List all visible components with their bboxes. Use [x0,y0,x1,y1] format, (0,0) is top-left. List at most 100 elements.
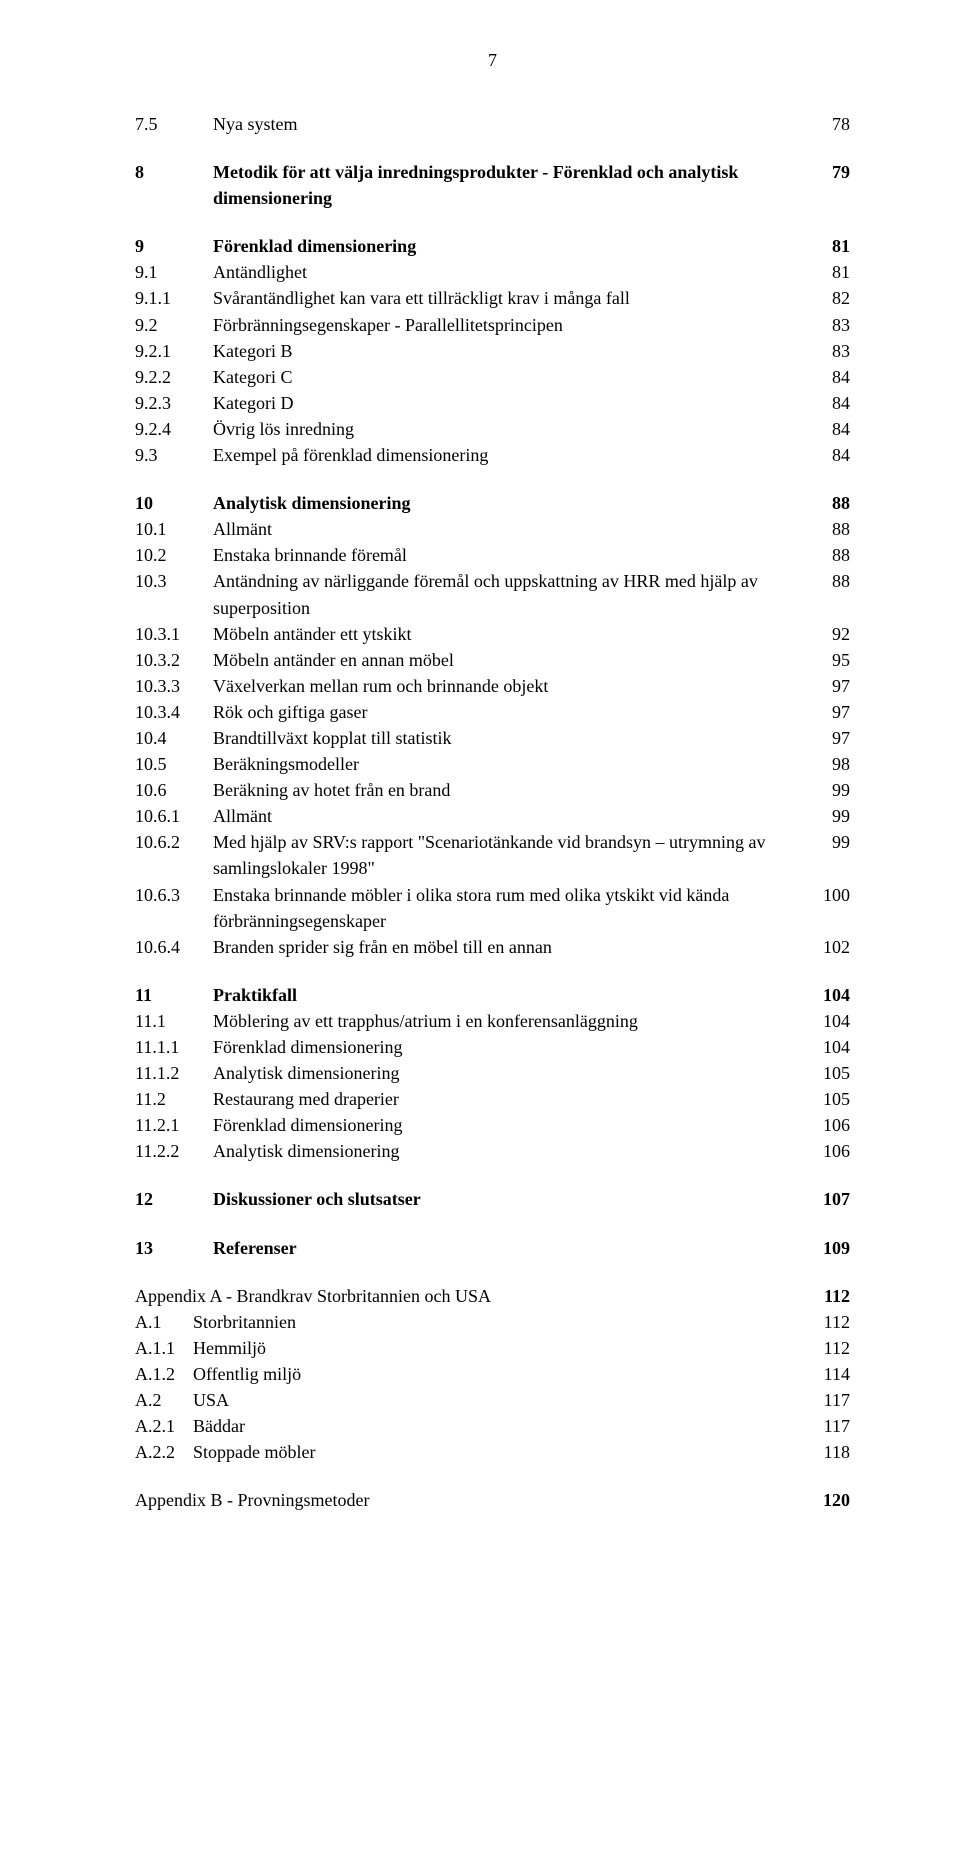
toc-number: 10.3.1 [135,621,213,647]
toc-page: 92 [810,621,850,647]
toc-title: Appendix A - Brandkrav Storbritannien oc… [135,1283,810,1309]
toc-title: Hemmiljö [193,1335,810,1361]
toc-number: A.2 [135,1387,193,1413]
toc-page: 98 [810,751,850,777]
toc-row: 13Referenser109 [135,1235,850,1261]
toc-row: 9.2Förbränningsegenskaper - Parallellite… [135,312,850,338]
toc-row: A.2.2Stoppade möbler118 [135,1439,850,1465]
toc-page: 112 [810,1309,850,1335]
toc-row: 11.2.1Förenklad dimensionering106 [135,1112,850,1138]
toc-title: Diskussioner och slutsatser [213,1186,810,1212]
toc-row: A.2.1Bäddar117 [135,1413,850,1439]
toc-page: 112 [810,1283,850,1309]
toc-row: 12Diskussioner och slutsatser107 [135,1186,850,1212]
toc-page: 88 [810,490,850,516]
toc-number: A.1 [135,1309,193,1335]
toc-page: 114 [810,1361,850,1387]
toc-row: A.1.2Offentlig miljö114 [135,1361,850,1387]
toc-number: 9.2 [135,312,213,338]
toc-title: Brandtillväxt kopplat till statistik [213,725,810,751]
toc-title: Analytisk dimensionering [213,1138,810,1164]
toc-page: 117 [810,1413,850,1439]
toc-title: Möbeln antänder en annan möbel [213,647,810,673]
toc-number: 11.1.1 [135,1034,213,1060]
toc-number: 9.2.4 [135,416,213,442]
toc-page: 104 [810,1008,850,1034]
toc-title: Branden sprider sig från en möbel till e… [213,934,810,960]
toc-page: 83 [810,338,850,364]
toc-row: 9.3Exempel på förenklad dimensionering84 [135,442,850,468]
toc-row: 10.4Brandtillväxt kopplat till statistik… [135,725,850,751]
toc-page: 82 [810,285,850,311]
toc-number: 7.5 [135,111,213,137]
toc-title: Svårantändlighet kan vara ett tillräckli… [213,285,810,311]
toc-number: 12 [135,1186,213,1212]
toc-page: 88 [810,568,850,594]
toc-row: 10.6Beräkning av hotet från en brand99 [135,777,850,803]
toc-row: A.1Storbritannien112 [135,1309,850,1335]
toc-title: Kategori D [213,390,810,416]
toc-row: 9.2.1Kategori B83 [135,338,850,364]
toc-title: Referenser [213,1235,810,1261]
toc-row: 11Praktikfall104 [135,982,850,1008]
toc-page: 84 [810,416,850,442]
toc-row: 9.2.2Kategori C84 [135,364,850,390]
toc-number: A.2.2 [135,1439,193,1465]
toc-page: 78 [810,111,850,137]
toc-number: 10.3.2 [135,647,213,673]
toc-number: 9.2.2 [135,364,213,390]
toc-title: Beräkningsmodeller [213,751,810,777]
toc-page: 105 [810,1060,850,1086]
toc-row: 10.5Beräkningsmodeller98 [135,751,850,777]
toc-number: 10.6.1 [135,803,213,829]
toc-page: 105 [810,1086,850,1112]
toc-title: Förbränningsegenskaper - Parallellitetsp… [213,312,810,338]
toc-row: 10.2Enstaka brinnande föremål88 [135,542,850,568]
toc-row: 11.2.2Analytisk dimensionering106 [135,1138,850,1164]
toc-number: 9.2.1 [135,338,213,364]
toc-number: 10.3.3 [135,673,213,699]
toc-title: Analytisk dimensionering [213,490,810,516]
toc-row: 9.2.3Kategori D84 [135,390,850,416]
toc-number: 9.1 [135,259,213,285]
toc-title: Förenklad dimensionering [213,233,810,259]
toc-number: A.1.1 [135,1335,193,1361]
toc-number: 10.6.2 [135,829,213,855]
toc-title: Enstaka brinnande föremål [213,542,810,568]
toc-title: Allmänt [213,803,810,829]
toc-title: Övrig lös inredning [213,416,810,442]
toc-row: 9.1Antändlighet81 [135,259,850,285]
toc-number: 11.2.2 [135,1138,213,1164]
toc-page: 88 [810,542,850,568]
toc-page: 106 [810,1112,850,1138]
toc-page: 84 [810,364,850,390]
toc-row: 10.3.3Växelverkan mellan rum och brinnan… [135,673,850,699]
toc-number: 10.5 [135,751,213,777]
toc-title: Metodik för att välja inredningsprodukte… [213,159,810,211]
toc-number: 10.3 [135,568,213,594]
toc-row: 8Metodik för att välja inredningsprodukt… [135,159,850,211]
toc-page: 84 [810,442,850,468]
toc-title: Offentlig miljö [193,1361,810,1387]
toc-row: 10.1Allmänt88 [135,516,850,542]
toc-number: 9.2.3 [135,390,213,416]
toc-row: 10Analytisk dimensionering88 [135,490,850,516]
toc-title: Allmänt [213,516,810,542]
toc-row: 9.2.4Övrig lös inredning84 [135,416,850,442]
toc-page: 106 [810,1138,850,1164]
toc-title: Med hjälp av SRV:s rapport "Scenariotänk… [213,829,810,881]
toc-row: A.2USA117 [135,1387,850,1413]
toc-title: Storbritannien [193,1309,810,1335]
toc-title: Växelverkan mellan rum och brinnande obj… [213,673,810,699]
toc-title: Kategori C [213,364,810,390]
toc-row: 10.3.1Möbeln antänder ett ytskikt92 [135,621,850,647]
toc-number: 10.4 [135,725,213,751]
toc-page: 120 [810,1487,850,1513]
toc-row: 9Förenklad dimensionering81 [135,233,850,259]
toc-number: 9.1.1 [135,285,213,311]
toc-title: Restaurang med draperier [213,1086,810,1112]
toc-page: 99 [810,829,850,855]
toc-number: 9.3 [135,442,213,468]
toc-row: 11.1Möblering av ett trapphus/atrium i e… [135,1008,850,1034]
toc-number: 8 [135,159,213,185]
